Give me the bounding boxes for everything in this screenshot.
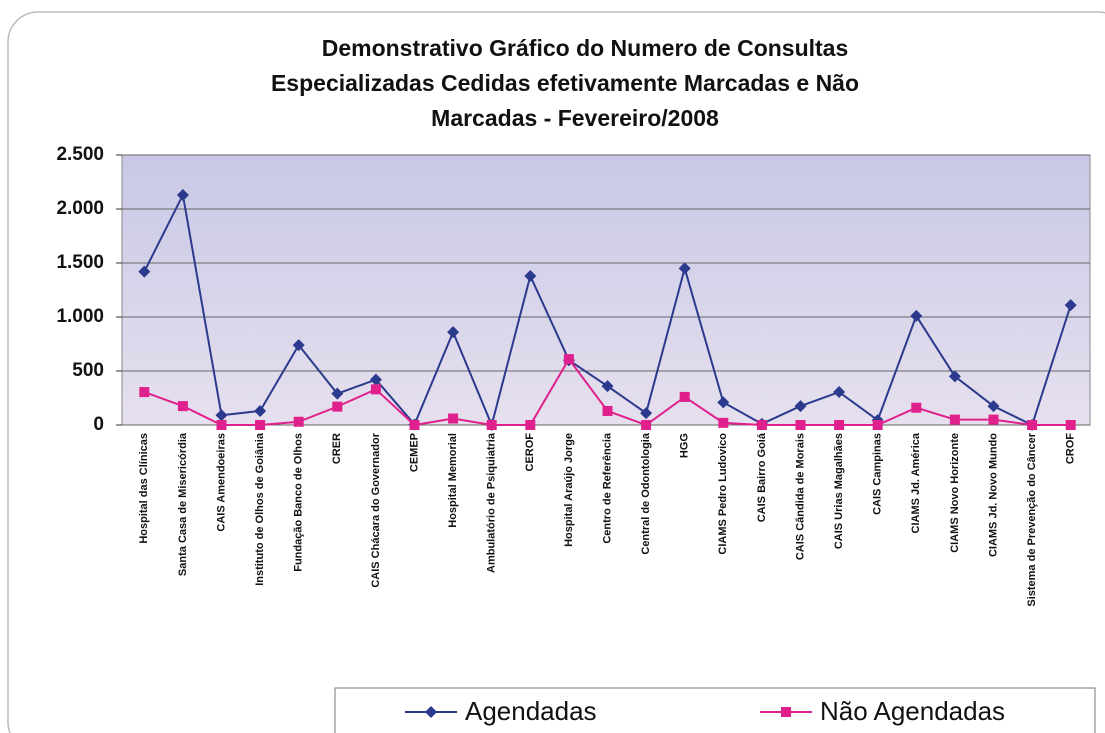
data-point (176, 188, 189, 201)
data-point (602, 405, 613, 416)
x-tick-label: CIAMS Jd. América (910, 432, 922, 533)
x-tick-label: CROF (1065, 433, 1077, 464)
x-tick-label: CAIS Bairro Goiá (756, 432, 768, 522)
data-point (833, 386, 846, 399)
x-tick-label: Sistema de Prevenção do Câncer (1026, 432, 1038, 606)
data-point (1027, 420, 1038, 430)
chart-title: Demonstrativo Gráfico do Numero de Consu… (322, 35, 849, 61)
data-point (834, 420, 845, 430)
data-point (987, 400, 1000, 413)
data-point (717, 396, 730, 409)
data-point (756, 420, 767, 430)
x-tick-label: CRER (331, 433, 343, 464)
x-tick-label: CIAMS Pedro Ludovico (717, 433, 729, 555)
x-tick-label: Hospital Araújo Jorge (563, 433, 575, 547)
x-tick-label: Santa Casa de Misericórdia (177, 432, 189, 576)
x-tick-label: CAIS Amendoeiras (215, 433, 227, 532)
data-point (911, 402, 922, 413)
y-tick-label: 500 (72, 360, 104, 381)
y-tick-label: 2.500 (56, 144, 104, 165)
x-tick-label: CAIS Campinas (872, 433, 884, 515)
data-point (525, 420, 536, 430)
x-tick-label: CEMEP (408, 433, 420, 472)
chart-title: Especializadas Cedidas efetivamente Marc… (271, 70, 859, 96)
legend-label: Não Agendadas (820, 696, 1005, 726)
data-point (254, 404, 267, 417)
x-tick-label: CAIS Chácara do Governador (370, 432, 382, 587)
x-tick-label: HGG (679, 433, 691, 458)
y-tick-label: 1.500 (56, 252, 104, 273)
data-point (718, 417, 729, 428)
data-point (795, 420, 806, 430)
x-tick-label: CIAMS Novo Horizonte (949, 433, 961, 553)
data-point (292, 339, 305, 352)
data-point (1065, 420, 1076, 430)
data-point (448, 413, 459, 424)
y-tick-label: 0 (93, 414, 104, 435)
data-point (409, 420, 420, 430)
data-point (369, 373, 382, 386)
x-tick-label: Hospital das Clínicas (138, 433, 150, 544)
legend (334, 687, 1096, 733)
data-point (910, 309, 923, 322)
x-tick-label: Centro de Referência (601, 432, 613, 544)
data-point (138, 265, 151, 278)
data-point (640, 407, 653, 420)
data-point (641, 420, 652, 430)
data-point (370, 384, 381, 395)
x-tick-label: Instituto de Olhos de Goiânia (254, 432, 266, 586)
x-tick-label: CAIS Urias Magalhães (833, 433, 845, 549)
data-point (948, 370, 961, 383)
data-point (331, 387, 344, 400)
data-point (177, 401, 188, 412)
y-tick-label: 2.000 (56, 198, 104, 219)
data-point (872, 420, 883, 430)
data-point (794, 400, 807, 413)
data-point (678, 262, 691, 275)
data-point (216, 420, 227, 430)
data-point (215, 409, 228, 422)
legend-marker (425, 706, 437, 718)
x-tick-label: Central de Odontologia (640, 432, 652, 554)
data-point (1064, 299, 1077, 312)
data-point (949, 414, 960, 425)
data-point (447, 326, 460, 339)
x-tick-label: Hospital Memorial (447, 433, 459, 528)
data-point (601, 380, 614, 393)
x-tick-label: Fundação Banco de Olhos (293, 433, 305, 572)
data-point (293, 416, 304, 427)
data-point (524, 269, 537, 282)
data-point (486, 420, 497, 430)
plot-area (121, 154, 1091, 426)
data-point (139, 387, 150, 398)
x-tick-label: Ambulatório de Psiquiatria (486, 432, 498, 573)
y-tick-label: 1.000 (56, 306, 104, 327)
x-tick-label: CEROF (524, 433, 536, 472)
data-point (332, 401, 343, 412)
data-point (988, 414, 999, 425)
chart-title: Marcadas - Fevereiro/2008 (431, 105, 719, 131)
x-tick-label: CAIS Cândida de Morais (794, 433, 806, 560)
legend-label: Agendadas (465, 696, 597, 726)
data-point (255, 420, 266, 430)
data-point (679, 391, 690, 402)
legend-marker (781, 707, 791, 717)
x-tick-label: CIAMS Jd. Novo Mundo (987, 433, 999, 557)
data-point (563, 354, 574, 365)
